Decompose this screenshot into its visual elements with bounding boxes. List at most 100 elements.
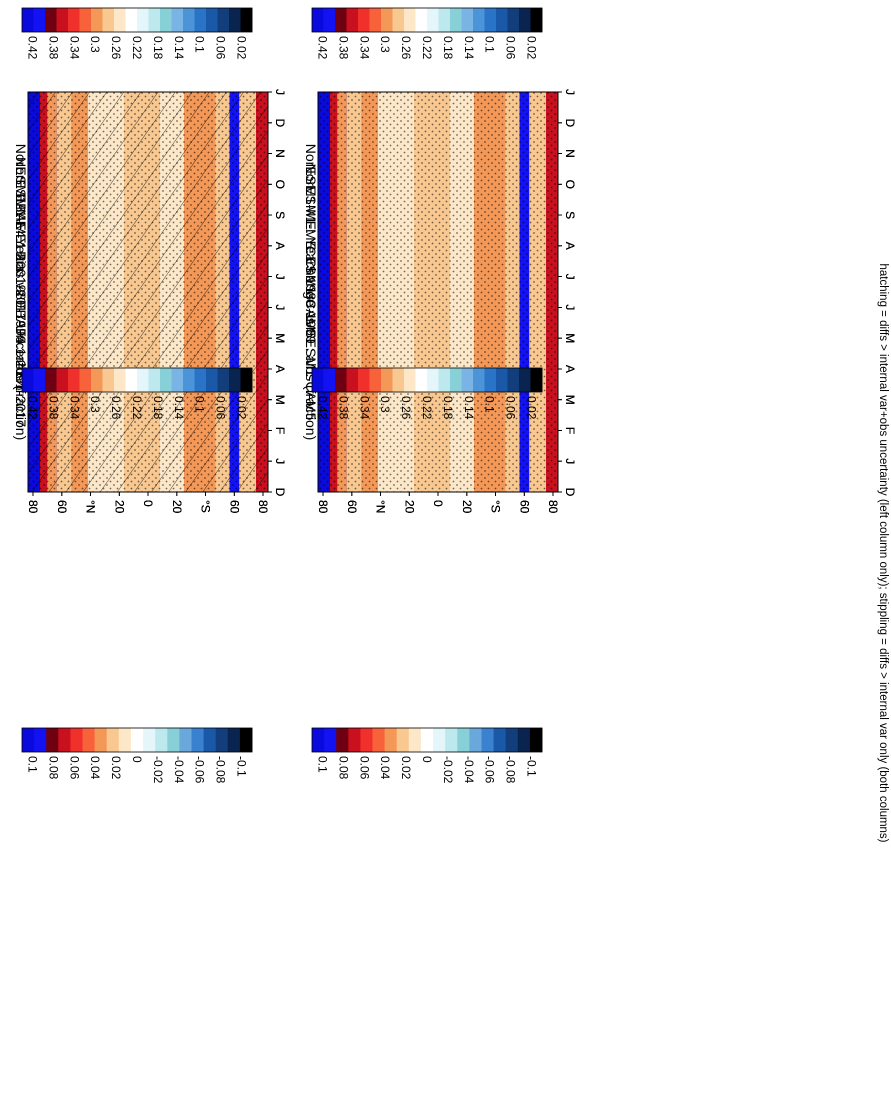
colorbar-swatch [58,728,71,752]
month-tick-label: J [273,304,287,310]
colorbar-tick-label: 0.34 [67,36,81,60]
month-tick-label: J [273,458,287,464]
colorbar-tick-label: 0.38 [46,396,60,420]
colorbar-swatch [360,728,373,752]
colorbar-tick-label: 0.38 [46,36,60,60]
month-tick-label: J [273,304,287,310]
month-tick-label: D [563,488,577,497]
colorbar-tick-label: 0.02 [109,756,123,780]
colorbar-swatch [438,368,451,392]
colorbar-tick-label: 0.18 [151,396,165,420]
lat-tick-label: 0 [141,500,155,507]
month-tick-label: N [273,149,287,158]
lat-tick-label: 20 [112,500,126,514]
colorbar-swatch [493,728,507,752]
colorbar-tick-label: -0.06 [483,756,497,784]
colorbar-swatch [70,728,83,752]
colorbar-tick-label: 0.1 [193,396,207,413]
lat-tick-label: 60 [227,500,241,514]
lat-tick-label: 80 [546,500,560,514]
lat-tick-label: 0 [431,500,445,507]
month-tick-label: M [563,395,577,405]
colorbar-swatch [323,368,336,392]
month-tick-label: N [563,149,577,158]
lat-tick-label: 60 [55,500,69,514]
lat-tick-label: 0 [141,500,155,507]
month-tick-label: J [563,274,577,280]
stippling [318,92,558,492]
colorbar-tick-label: 0.42 [26,36,40,60]
month-tick-label: J [273,274,287,280]
month-tick-label: A [563,365,577,373]
colorbar-swatch [507,8,520,32]
colorbar-swatch [45,368,57,392]
lat-tick-label: 60 [55,500,69,514]
panel-title: NorESM1-ME: Years 1980-1999 : albs (frac… [303,144,319,440]
colorbar-swatch [484,368,497,392]
colorbar-swatch [427,368,439,392]
colorbar-swatch [22,8,34,32]
panels: NorESM1-ME: Years 1980-1999 : albs (frac… [13,89,577,514]
colorbar-tick-label: -0.04 [172,756,186,784]
colorbar-tick-label: 0.22 [420,36,434,60]
colorbar-swatch [433,728,446,752]
colorbar-tick-label: 0.18 [151,36,165,60]
colorbar-swatch [148,368,161,392]
lat-tick-label: °N [374,500,388,513]
lat-tick-label: 0 [431,500,445,507]
panel-bottom-left: NorESM1-ME: Bias vs EBAF4.1 2001-2017 D J F… [13,89,287,514]
month-tick-label: J [273,89,287,95]
colorbar-swatch [34,728,47,752]
colorbar-swatch [229,368,241,392]
month-tick-label: M [273,333,287,343]
lat-tick-label: °N [374,500,388,513]
colorbar-swatch [517,728,531,752]
colorbar-tick-label: 0.02 [235,36,249,60]
colorbar-swatch [461,368,474,392]
colorbars: 0.42 0.38 0.34 0.3 0.26 0.22 0.18 0.14 0.1 0.06 0.… [21,7,543,784]
colorbar-tick-label: 0.02 [235,396,249,420]
lat-tick-label: 80 [256,500,270,514]
month-tick-label: J [273,458,287,464]
colorbar-tick-label: 0.22 [130,396,144,420]
colorbar-tick-label: 0.34 [357,396,371,420]
month-tick-label: D [273,118,287,127]
month-tick-label: A [563,242,577,250]
lat-tick-label: 20 [112,500,126,514]
colorbar-swatch [496,8,508,32]
colorbar: 0.42 0.38 0.34 0.3 0.26 0.22 0.18 0.14 0.1 0.06 0.… [21,7,253,60]
month-tick-label: J [563,274,577,280]
lat-tick-label: °S [199,500,213,513]
colorbar-swatch [420,728,434,752]
lat-tick-label: 60 [345,500,359,514]
colorbar: 0.1 0.08 0.06 0.04 0.02 0 -0.02 -0.04 -0.06 -0.08… [21,727,253,784]
month-tick-label: S [273,211,287,219]
lat-tick-label: 80 [316,500,330,514]
colorbar-tick-label: 0.06 [214,396,228,420]
month-tick-label: J [273,274,287,280]
colorbar-tick-label: 0.22 [420,396,434,420]
month-tick-label: M [273,333,287,343]
colorbar-swatch [369,8,382,32]
colorbar-tick-label: 0.34 [357,36,371,60]
colorbar-swatch [346,368,359,392]
lat-tick-label: °N [84,500,98,513]
month-tick-label: F [273,427,287,434]
month-tick-label: M [273,395,287,405]
colorbar-swatch [473,368,485,392]
colorbar-swatch [381,368,393,392]
colorbar-swatch [114,8,126,32]
colorbar-swatch [312,8,324,32]
month-tick-label: J [563,89,577,95]
colorbar-swatch [229,8,241,32]
month-tick-label: O [273,180,287,189]
colorbar-swatch [519,368,531,392]
colorbar-swatch [415,368,428,392]
colorbar-tick-label: 0.18 [441,396,455,420]
colorbar-tick-label: 0.42 [316,396,330,420]
colorbar-swatch [335,8,347,32]
colorbar-swatch [160,368,172,392]
colorbar-tick-label: -0.02 [441,756,455,784]
colorbar-swatch [240,368,253,392]
